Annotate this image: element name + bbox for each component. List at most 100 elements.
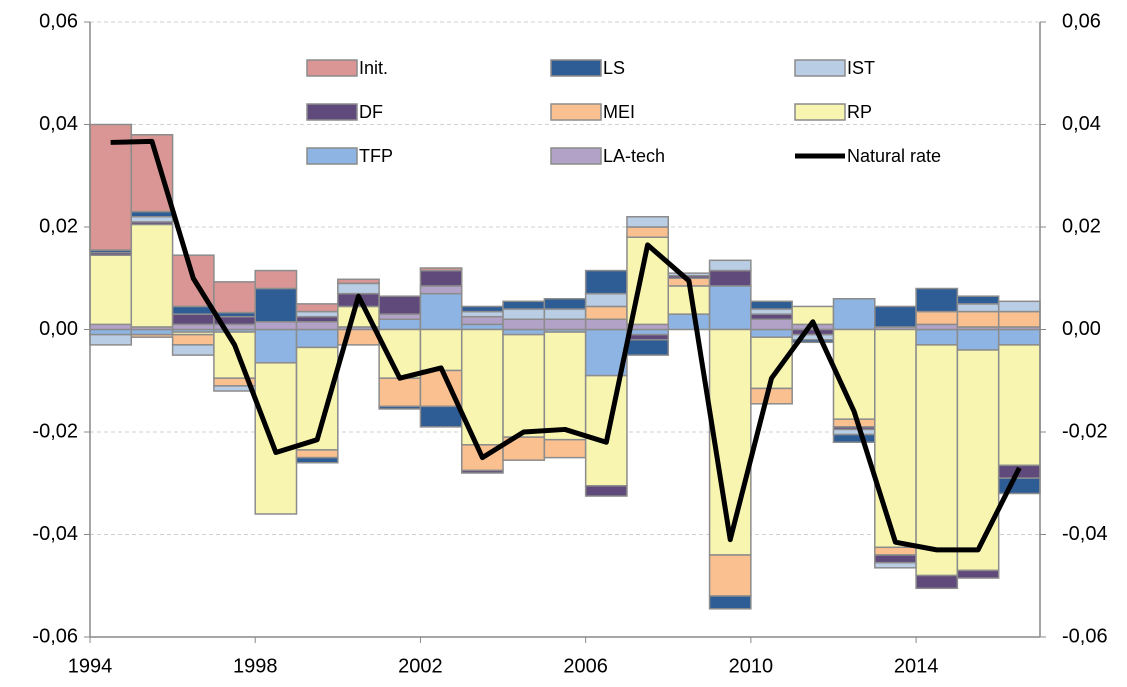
bar-segment: [502, 308, 546, 320]
bar-segment: [956, 349, 1000, 572]
y-tick-label: -0,02: [32, 420, 78, 442]
bar-segment: [708, 554, 752, 597]
bar-segment: [832, 433, 876, 443]
bar-segment: [295, 315, 339, 323]
bar-segment: [295, 449, 339, 459]
bar-segment: [295, 310, 339, 318]
bar-segment: [956, 569, 1000, 579]
y-tick-label: 0,02: [39, 215, 78, 237]
bar-segment: [750, 300, 793, 310]
y-tick-label: 0,06: [39, 10, 78, 32]
bar-segment: [750, 308, 793, 315]
bar-segment: [667, 313, 711, 331]
bar-segment: [419, 328, 463, 372]
bar-segment: [543, 298, 587, 310]
bar-segment: [337, 282, 380, 295]
bar-segment: [543, 438, 587, 459]
y-tick-label: 0,04: [39, 113, 78, 135]
x-tick-label: 2006: [563, 655, 608, 677]
y2-tick-label: 0,04: [1062, 113, 1101, 135]
legend-label: Natural rate: [847, 146, 941, 166]
bar-segment: [337, 278, 380, 285]
bar-segment: [997, 328, 1041, 346]
bar-segment: [295, 328, 339, 349]
bar-segment: [171, 313, 215, 326]
x-tick-label: 1998: [233, 655, 278, 677]
y2-tick-label: 0,06: [1062, 10, 1101, 32]
x-tick-label: 1994: [68, 655, 113, 677]
bar-segment: [130, 216, 174, 223]
bar-segment: [750, 328, 793, 338]
bar-segment: [378, 377, 422, 408]
bar-segment: [626, 226, 670, 238]
bar-segment: [874, 546, 917, 556]
bar-segment: [460, 315, 504, 326]
bar-segment: [130, 134, 174, 213]
bar-segment: [915, 287, 959, 313]
bar-segment: [584, 269, 628, 295]
bar-segment: [254, 328, 298, 364]
bar-segment: [502, 300, 546, 310]
bar-segment: [295, 321, 339, 331]
bar-segment: [171, 333, 215, 346]
bar-segment: [667, 272, 711, 277]
bar-segment: [750, 318, 793, 331]
bar-segment: [378, 318, 422, 331]
x-tick-label: 2014: [894, 655, 939, 677]
bar-segment: [254, 321, 298, 331]
legend-label: DF: [359, 102, 383, 122]
legend-swatch: [550, 147, 602, 165]
legend-label: LA-tech: [603, 146, 665, 166]
bar-segment: [915, 328, 959, 346]
bar-segment: [502, 318, 546, 331]
legend-swatch: [306, 103, 358, 121]
bar-segment: [667, 285, 711, 315]
bar-segment: [708, 285, 752, 331]
bar-segment: [584, 485, 628, 497]
y2-tick-label: -0,02: [1062, 420, 1108, 442]
x-tick-label: 2002: [398, 655, 443, 677]
bar-segment: [171, 344, 215, 356]
bar-segment: [584, 292, 628, 308]
bar-segment: [460, 310, 504, 318]
bar-segment: [460, 305, 504, 313]
bar-segment: [130, 333, 174, 338]
bar-segment: [295, 303, 339, 313]
bar-segment: [419, 267, 463, 272]
bar-segment: [543, 308, 587, 320]
legend-swatch: [306, 147, 358, 165]
bar-segment: [213, 281, 256, 314]
bar-segment: [254, 362, 298, 515]
bar-segment: [460, 469, 504, 474]
bar-segment: [915, 574, 959, 590]
legend-swatch: [306, 59, 358, 77]
y-tick-label: -0,04: [32, 523, 78, 545]
bar-segment: [419, 292, 463, 331]
bar-segment: [874, 554, 917, 564]
bar-segment: [750, 313, 793, 320]
bar-segment: [378, 313, 422, 320]
legend-label: IST: [847, 58, 875, 78]
bar-segment: [584, 318, 628, 331]
line-series: [110, 138, 1022, 553]
bar-segment: [584, 305, 628, 320]
bar-segment: [378, 405, 422, 410]
bar-segment: [626, 333, 670, 341]
bar-segment: [502, 328, 546, 336]
bar-segment: [89, 333, 133, 346]
y2-tick-label: 0,02: [1062, 215, 1101, 237]
bar-segment: [213, 331, 256, 379]
bar-segment: [626, 339, 670, 356]
legend-label: MEI: [603, 102, 635, 122]
legend-label: TFP: [359, 146, 393, 166]
legend-label: RP: [847, 102, 872, 122]
bar-segment: [130, 210, 174, 218]
bar-segment: [419, 269, 463, 287]
bar-segment: [956, 310, 1000, 328]
bar-segment: [295, 456, 339, 464]
bar-segment: [791, 328, 835, 336]
bar-segment: [874, 328, 917, 549]
bar-segment: [874, 305, 917, 328]
bar-segment: [997, 344, 1041, 467]
legend-label: Init.: [359, 58, 388, 78]
